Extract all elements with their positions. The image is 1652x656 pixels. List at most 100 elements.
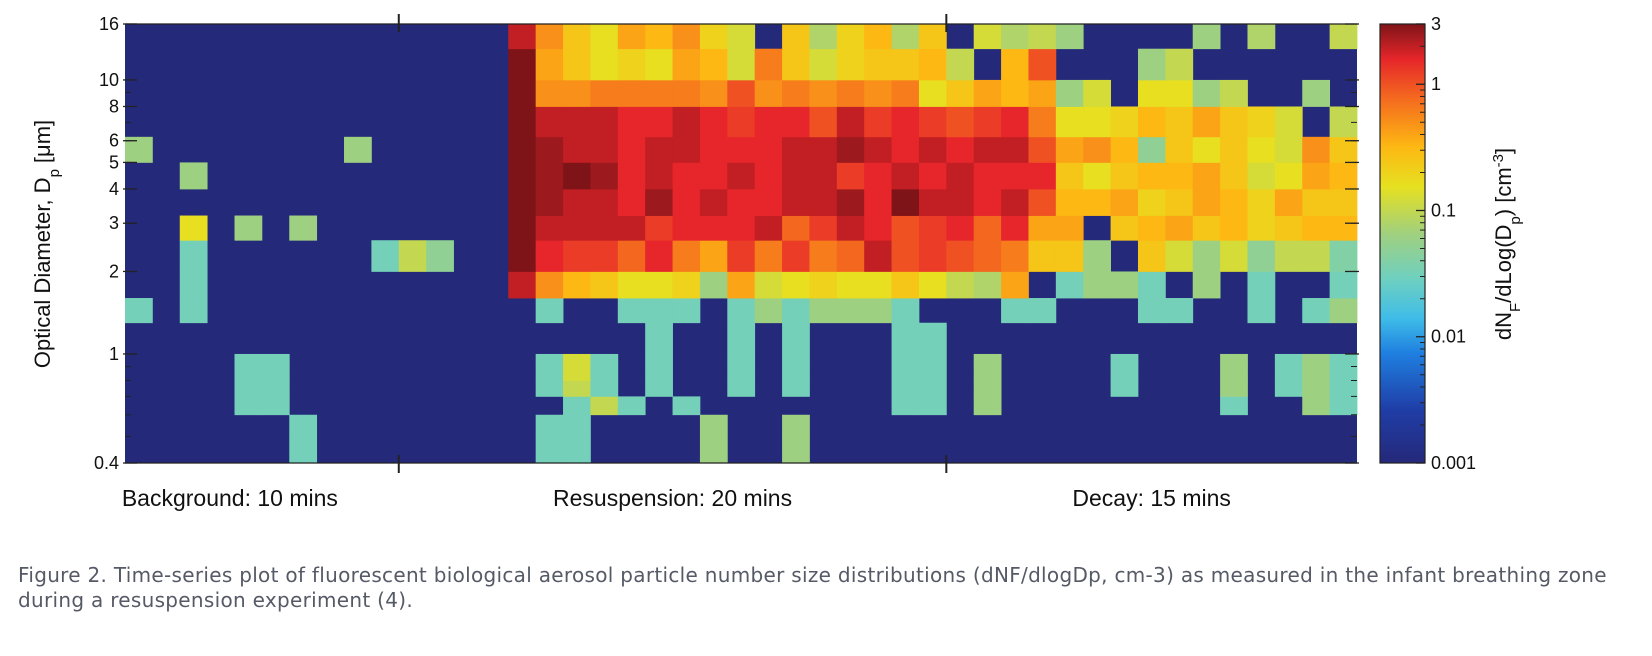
heatmap-cell [234, 215, 263, 241]
heatmap-cell [1192, 79, 1221, 107]
heatmap-cell [1110, 188, 1139, 216]
heatmap-cell [1274, 240, 1303, 272]
heatmap-cell [1247, 271, 1276, 299]
heatmap-cell [754, 188, 783, 216]
heatmap-cell [946, 48, 975, 81]
chart-svg: 0.4 1 2 3 4 56 8 10 16 Background: 10 mins Resusp… [30, 14, 1524, 511]
heatmap-cell [1220, 136, 1248, 163]
heatmap-cell [699, 436, 728, 464]
heatmap-cell [645, 79, 673, 107]
heatmap-cell [617, 106, 646, 138]
heatmap-cell [1329, 240, 1358, 272]
heatmap-cell [1110, 353, 1139, 367]
heatmap-cell [727, 353, 756, 367]
heatmap-cell [1274, 188, 1303, 216]
heatmap-cell [1137, 79, 1166, 107]
heatmap-cell [918, 162, 947, 190]
heatmap-cell [973, 79, 1002, 107]
phase-labels: Background: 10 mins Resuspension: 20 mins… [122, 485, 1231, 511]
heatmap-cell [1055, 188, 1084, 216]
heatmap-cell [1274, 380, 1303, 397]
heatmap-cell [1001, 24, 1029, 50]
heatmap-cell [782, 322, 810, 355]
heatmap-cell [1055, 106, 1084, 138]
heatmap-cell [563, 396, 591, 416]
heatmap-cell [1220, 162, 1248, 190]
heatmap-cell [1220, 353, 1248, 367]
heatmap-cell [1192, 106, 1221, 138]
heatmap-cell [535, 353, 564, 367]
heatmap-cell [508, 188, 537, 216]
heatmap-cell [672, 188, 701, 216]
heatmap-cell [1165, 106, 1194, 138]
figure-caption: Figure 2. Time-series plot of fluorescen… [18, 563, 1607, 612]
heatmap-cell [535, 188, 564, 216]
heatmap-cell [1137, 48, 1166, 81]
heatmap-cell [672, 271, 701, 299]
heatmap-cell [590, 271, 619, 299]
heatmap-cell [699, 24, 728, 50]
heatmap-cell [946, 106, 975, 138]
heatmap-cell [836, 188, 865, 216]
heatmap-cell [809, 188, 838, 216]
heatmap-cell [645, 106, 673, 138]
heatmap-cell [617, 396, 646, 416]
heatmap-cell [535, 240, 564, 272]
heatmap-cell [782, 353, 810, 367]
heatmap-cell [563, 162, 591, 190]
heatmap-cell [1028, 240, 1057, 272]
colorbar-title: dNF/dLog(Dp) [cm-3] [1490, 148, 1524, 340]
heatmap-cell [727, 380, 756, 397]
heatmap-cell [946, 240, 975, 272]
colorbar-gradient [1379, 23, 1426, 464]
heatmap-cell [672, 162, 701, 190]
heatmap-cell [782, 136, 810, 163]
heatmap-cell [946, 162, 975, 190]
heatmap-cell [1192, 162, 1221, 190]
heatmap-cell [891, 215, 920, 241]
heatmap-cell [617, 188, 646, 216]
heatmap-cell [535, 106, 564, 138]
heatmap-cell [1302, 162, 1331, 190]
heatmap-cell [1220, 380, 1248, 397]
heatmap-cell [891, 322, 920, 355]
heatmap-cell [864, 271, 892, 299]
heatmap-cell [973, 24, 1002, 50]
heatmap-cell [1274, 353, 1303, 367]
heatmap-cell [1083, 136, 1111, 163]
heatmap-cell [727, 271, 756, 299]
heatmap-cell [672, 396, 701, 416]
heatmap-cell [809, 271, 838, 299]
heatmap-cell [645, 298, 673, 324]
heatmap-cell [1302, 188, 1331, 216]
heatmap-cell [590, 396, 619, 416]
heatmap-cell [179, 271, 208, 299]
heatmap-cell [1137, 162, 1166, 190]
heatmap-cell [535, 48, 564, 81]
heatmap-cell [590, 24, 619, 50]
heatmap-cell [1055, 215, 1084, 241]
heatmap-cells [125, 24, 1358, 464]
heatmap-cell [727, 106, 756, 138]
heatmap-cell [617, 136, 646, 163]
heatmap-cell [918, 396, 947, 416]
heatmap-cell [891, 24, 920, 50]
heatmap-cell [891, 48, 920, 81]
heatmap-cell [261, 396, 290, 416]
heatmap-cell [179, 215, 208, 241]
heatmap-cell [754, 215, 783, 241]
heatmap-cell [508, 48, 537, 81]
heatmap-cell [809, 48, 838, 81]
heatmap-cell [727, 215, 756, 241]
heatmap-cell [946, 136, 975, 163]
heatmap-cell [535, 162, 564, 190]
heatmap-cell [645, 162, 673, 190]
heatmap-cell [782, 48, 810, 81]
heatmap-cell [508, 136, 537, 163]
heatmap-cell [1274, 366, 1303, 381]
heatmap-cell [1220, 366, 1248, 381]
heatmap-cell [1001, 240, 1029, 272]
heatmap-cell [727, 162, 756, 190]
heatmap-cell [1274, 136, 1303, 163]
heatmap-cell [535, 298, 564, 324]
